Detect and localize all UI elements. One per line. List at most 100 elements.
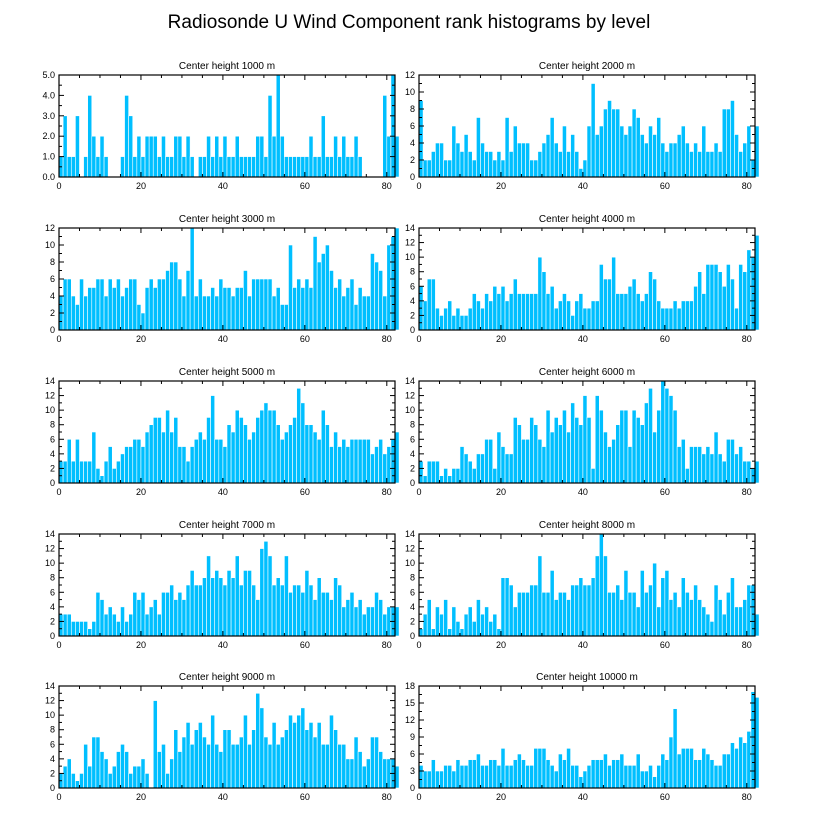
x-tick-label: 0 <box>416 181 421 191</box>
histogram-bar <box>689 599 694 637</box>
x-tick-label: 0 <box>56 792 61 802</box>
histogram-bar <box>263 736 269 789</box>
x-tick-label: 60 <box>300 792 310 802</box>
histogram-bar <box>705 151 711 178</box>
y-tick-label: 4.0 <box>42 90 55 100</box>
histogram-bar <box>639 134 645 178</box>
y-tick-label: 8 <box>50 725 55 735</box>
histogram-bar <box>87 628 93 637</box>
histogram-bar <box>578 776 584 789</box>
histogram-bar <box>439 770 444 789</box>
histogram-bar <box>66 758 72 789</box>
histogram-bar <box>664 570 670 637</box>
histogram-bar <box>144 431 150 484</box>
histogram-bar <box>181 736 187 789</box>
histogram-bar <box>132 765 138 789</box>
histogram-bar <box>152 135 158 178</box>
histogram-bar <box>320 115 326 178</box>
histogram-bar <box>656 606 662 637</box>
histogram-bar <box>206 555 211 637</box>
histogram-bar <box>430 759 436 789</box>
histogram-bar <box>271 584 277 637</box>
histogram-bar <box>549 117 555 178</box>
y-tick-label: 0 <box>410 478 415 488</box>
histogram-bar <box>533 748 539 789</box>
histogram-bar <box>598 409 604 484</box>
histogram-bar <box>734 606 739 637</box>
histogram-bar <box>288 244 293 331</box>
histogram-bar <box>337 278 343 331</box>
x-tick-label: 0 <box>56 334 61 344</box>
histogram-bar <box>378 438 384 484</box>
histogram-bar <box>578 577 584 637</box>
histogram-bar <box>590 577 596 637</box>
histogram-bar <box>562 293 567 331</box>
histogram-bar <box>693 446 698 484</box>
y-tick-label: 2 <box>410 310 415 320</box>
histogram-bar <box>537 748 543 789</box>
chart-panel: Center height 8000 m 0 20 40 60 80 0 2 4 6 8 10 12 14 <box>405 520 760 650</box>
x-tick-label: 40 <box>578 487 588 497</box>
histogram-bar <box>541 271 547 331</box>
histogram-bar <box>271 409 277 484</box>
histogram-bar <box>329 599 334 637</box>
histogram-bar <box>337 446 343 484</box>
chart-panel: Center height 1000 m 0 20 40 60 80 0.0 1.0 2.0 3.… <box>42 61 400 191</box>
histogram-bar <box>562 125 567 178</box>
histogram-bar <box>329 270 334 331</box>
histogram-bar <box>366 295 371 331</box>
histogram-bar <box>234 409 240 484</box>
histogram-bar <box>738 151 744 178</box>
histogram-bar <box>120 295 125 331</box>
histogram-bar <box>198 722 203 789</box>
histogram-bar <box>136 438 142 484</box>
histogram-bar <box>459 151 465 178</box>
panel-title: Center height 10000 m <box>536 672 638 683</box>
histogram-bar <box>496 431 502 484</box>
histogram-bar <box>62 460 68 484</box>
histogram-bar <box>603 555 608 637</box>
histogram-bar <box>140 591 146 637</box>
histogram-bar <box>58 460 64 484</box>
histogram-bar <box>529 584 535 637</box>
y-tick-label: 8 <box>410 573 415 583</box>
histogram-bar <box>455 307 461 331</box>
histogram-bar <box>500 285 506 331</box>
x-tick-label: 0 <box>416 487 421 497</box>
histogram-bar <box>648 271 653 331</box>
histogram-bar <box>152 417 158 484</box>
histogram-bar <box>439 613 444 637</box>
histogram-bar <box>500 159 506 178</box>
histogram-bar <box>136 765 142 789</box>
histogram-bar <box>611 256 616 331</box>
x-tick-label: 0 <box>56 181 61 191</box>
histogram-bar <box>349 278 355 331</box>
histogram-bar <box>730 742 735 789</box>
histogram-bar <box>615 293 621 331</box>
histogram-bar <box>512 125 518 178</box>
histogram-bar <box>341 606 347 637</box>
histogram-bar <box>382 453 388 484</box>
histogram-bar <box>107 278 113 331</box>
histogram-bar <box>357 438 363 484</box>
histogram-bar <box>378 270 384 331</box>
histogram-bar <box>525 142 530 178</box>
histogram-bar <box>222 729 228 789</box>
histogram-bar <box>169 584 175 637</box>
y-tick-label: 14 <box>45 376 55 386</box>
histogram-bar <box>341 295 347 331</box>
histogram-bar <box>308 287 314 331</box>
histogram-bar <box>582 584 588 637</box>
histogram-bar <box>459 315 465 331</box>
histogram-bar <box>644 402 649 484</box>
histogram-bar <box>148 278 154 331</box>
histogram-bar <box>296 714 302 789</box>
histogram-bar <box>742 599 748 637</box>
histogram-bar <box>504 300 510 331</box>
histogram-bar <box>480 453 485 484</box>
histogram-bar <box>173 599 179 637</box>
histogram-bar <box>292 722 297 789</box>
histogram-bar <box>169 261 175 331</box>
y-tick-label: 12 <box>405 70 415 80</box>
histogram-bar <box>161 743 166 789</box>
